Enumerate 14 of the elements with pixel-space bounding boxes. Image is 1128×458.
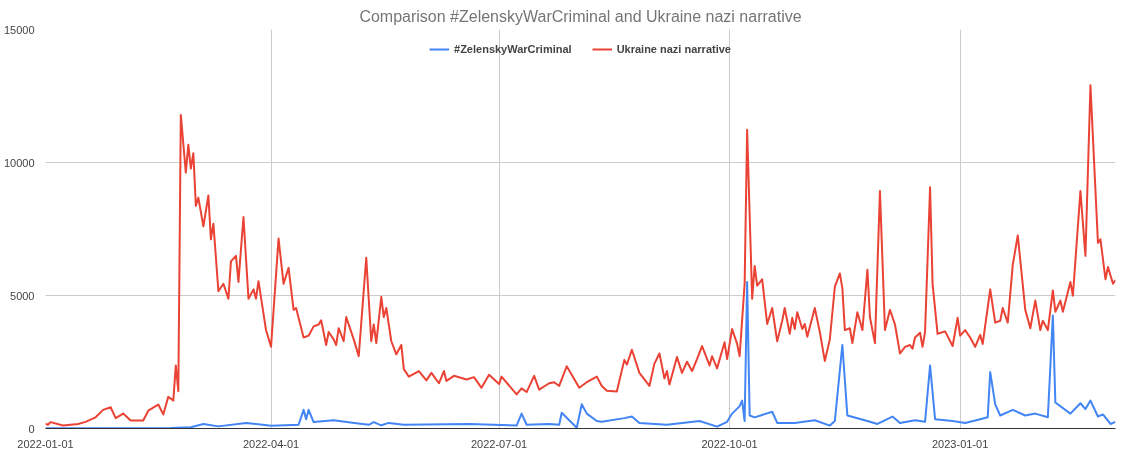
x-tick-label: 2022-10-01 bbox=[701, 437, 758, 450]
legend-label: #ZelenskyWarCriminal bbox=[454, 43, 572, 55]
y-tick-label: 0 bbox=[28, 422, 35, 435]
x-tick-label: 2022-01-01 bbox=[17, 437, 74, 450]
legend-label: Ukraine nazi narrative bbox=[616, 43, 731, 55]
line-series bbox=[45, 280, 1116, 429]
y-tick-label: 10000 bbox=[3, 156, 35, 169]
y-tick-label: 15000 bbox=[3, 23, 35, 36]
line-series bbox=[45, 84, 1116, 427]
x-tick-label: 2023-01-01 bbox=[932, 437, 989, 450]
chart-title: Comparison #ZelenskyWarCriminal and Ukraine nazi narrative bbox=[359, 7, 802, 25]
y-tick-label: 5000 bbox=[10, 289, 35, 302]
x-tick-label: 2022-04-01 bbox=[242, 437, 300, 450]
x-tick-label: 2022-07-01 bbox=[470, 437, 528, 450]
